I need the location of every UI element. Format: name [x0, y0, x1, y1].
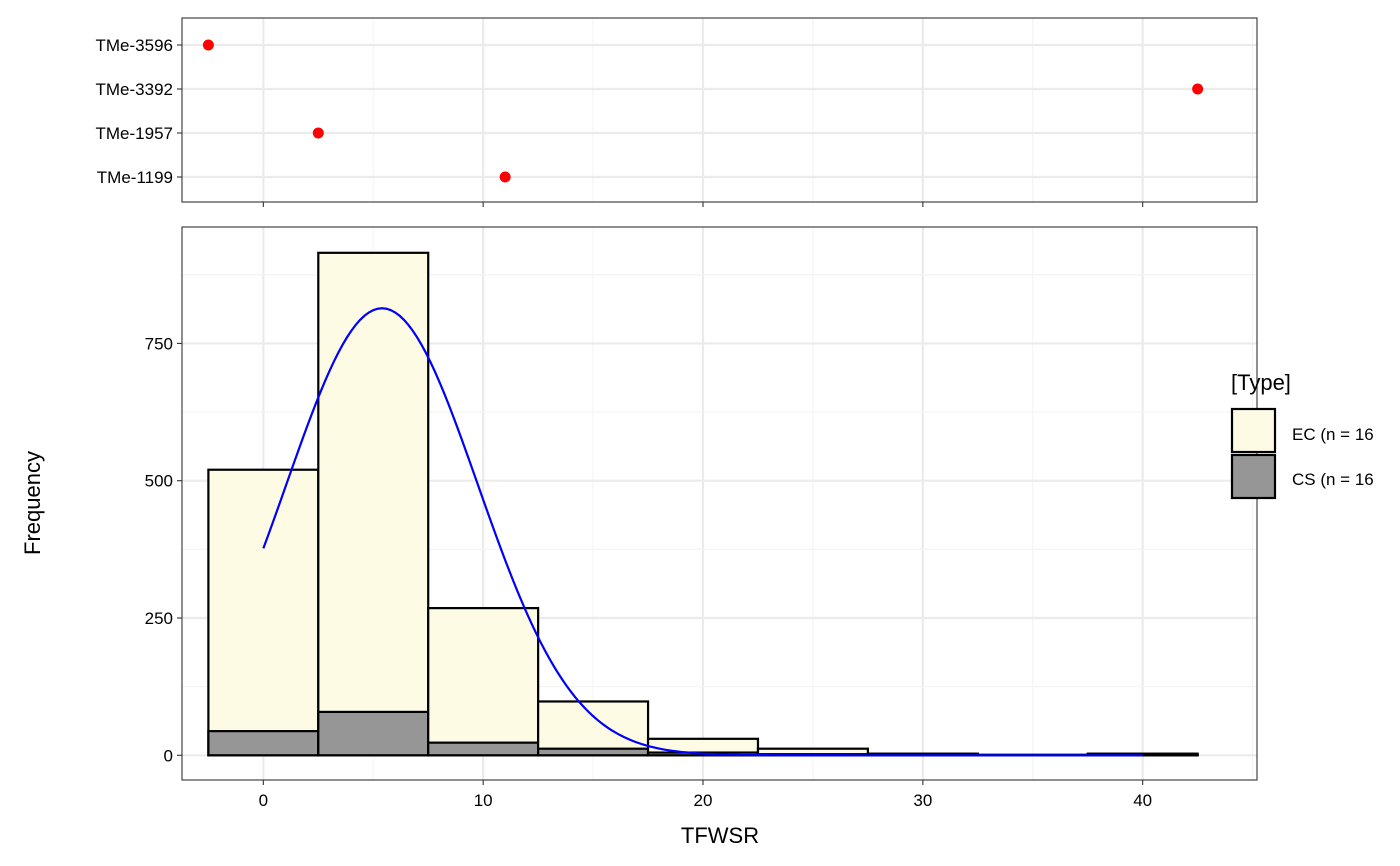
x-tick-label: 0 — [259, 791, 268, 810]
density-curve — [262, 307, 1143, 757]
legend-title: [Type] — [1231, 370, 1291, 395]
top-y-tick-label: TMe-1957 — [96, 124, 173, 143]
histogram-bar-ec — [427, 607, 540, 757]
histogram-bar-cs — [207, 730, 320, 757]
histogram-bar-ec — [207, 468, 320, 757]
legend-label-ec: EC (n = 16 — [1292, 425, 1374, 444]
y-axis-ticks: 0 250 500 750 — [145, 334, 182, 765]
top-panel-points — [202, 39, 1204, 183]
y-axis-title: Frequency — [20, 451, 45, 555]
x-axis-ticks: 0 10 20 30 40 — [259, 780, 1152, 810]
histogram-panel: 0 10 20 30 40 0 250 500 750 — [145, 226, 1258, 810]
histogram-bar-cs — [537, 747, 650, 757]
y-tick-label: 500 — [145, 472, 173, 491]
histogram-bars — [207, 251, 1199, 757]
legend-key-ec — [1230, 407, 1277, 454]
x-tick-label: 20 — [694, 791, 713, 810]
scatter-point — [499, 171, 511, 183]
legend: [Type] EC (n = 16 CS (n = 16 — [1230, 370, 1374, 500]
top-scatter-panel: TMe-3596 TMe-3392 TMe-1957 TMe-1199 — [96, 17, 1258, 207]
scatter-point — [202, 39, 214, 51]
scatter-point — [312, 127, 324, 139]
y-tick-label: 0 — [164, 746, 173, 765]
top-y-tick-label: TMe-3392 — [96, 80, 173, 99]
top-panel-background — [182, 18, 1257, 202]
x-tick-label: 30 — [913, 791, 932, 810]
x-axis-title: TFWSR — [681, 823, 759, 848]
histogram-bar-ec — [537, 700, 650, 757]
top-panel-y-ticks: TMe-3596 TMe-3392 TMe-1957 TMe-1199 — [96, 36, 1144, 207]
x-tick-label: 40 — [1133, 791, 1152, 810]
legend-key-cs — [1230, 453, 1277, 500]
bottom-panel-border — [181, 226, 1258, 781]
histogram-bar-cs — [317, 710, 430, 757]
y-tick-label: 750 — [145, 334, 173, 353]
top-panel-border — [181, 17, 1258, 203]
x-tick-label: 10 — [474, 791, 493, 810]
top-y-tick-label: TMe-1199 — [97, 168, 173, 187]
y-tick-label: 250 — [145, 609, 173, 628]
legend-label-cs: CS (n = 16 — [1292, 470, 1374, 489]
top-y-tick-label: TMe-3596 — [96, 36, 173, 55]
scatter-point — [1192, 83, 1204, 95]
top-panel-grid — [182, 18, 1257, 202]
histogram-bar-cs — [427, 741, 540, 757]
